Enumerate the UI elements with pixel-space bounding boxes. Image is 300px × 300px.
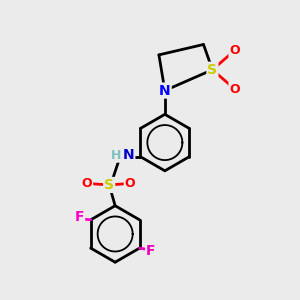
- Text: O: O: [82, 177, 92, 190]
- Text: N: N: [159, 84, 171, 98]
- Text: N: N: [123, 148, 134, 162]
- Text: F: F: [146, 244, 156, 258]
- Text: S: S: [104, 178, 114, 192]
- Text: O: O: [125, 177, 135, 190]
- Text: O: O: [230, 44, 240, 57]
- Text: O: O: [230, 82, 240, 96]
- Text: F: F: [75, 211, 84, 224]
- Text: H: H: [111, 149, 121, 162]
- Text: S: S: [207, 63, 218, 77]
